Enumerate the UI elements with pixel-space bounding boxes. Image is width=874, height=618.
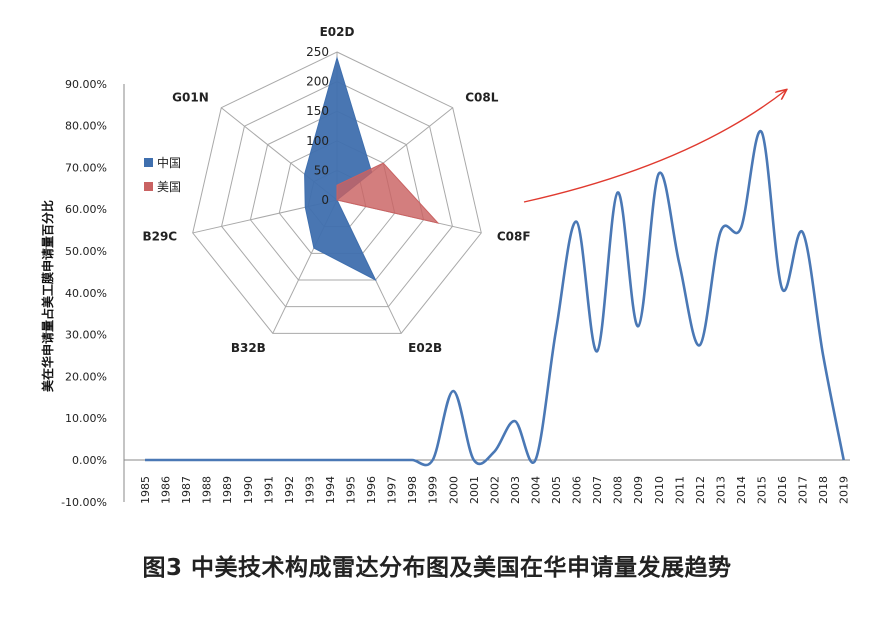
x-tick-label: 2015 [756,476,769,504]
radar-axis-labels: E02D C08L C08F E02B B32B B29C G01N [142,25,530,355]
x-tick-label: 1990 [242,476,255,504]
trend-arrow [523,90,786,203]
y-tick-label: 20.00% [65,370,107,383]
y-tick-label: 10.00% [65,412,107,425]
figure-caption: 图3 中美技术构成雷达分布图及美国在华申请量发展趋势 [142,555,732,581]
radar-ring [192,51,482,334]
x-tick-label: 1992 [283,476,296,504]
radar-r-tick-label: 100 [306,134,329,148]
x-tick-label: 1999 [427,476,440,504]
radar-series-usa [336,162,440,224]
legend-label-china: 中国 [157,155,181,170]
x-tick-label: 2002 [488,476,501,504]
radar-axis-label: C08L [465,91,499,105]
radar-r-tick-label: 150 [306,104,329,118]
y-tick-label: 90.00% [65,78,107,91]
y-axis-label: 美在华申请量占美工膜申请量百分比 [40,200,55,392]
radar-r-tick-label: 200 [306,75,329,89]
x-tick-label: 2009 [632,476,645,504]
y-tick-label: 60.00% [65,203,107,216]
x-tick-label: 1993 [303,476,316,504]
x-tick-label: 1987 [180,476,193,504]
x-tick-label: 2003 [509,476,522,504]
radar-ring [221,81,453,308]
x-tick-label: 1988 [201,476,214,504]
x-tick-label: 1989 [221,476,234,504]
radar-axis-label: E02D [320,25,355,39]
x-tick-label: 2006 [571,476,584,504]
x-tick-label: 1991 [262,476,275,504]
x-tick-label: 2017 [797,476,810,504]
line-chart: 90.00% 80.00% 70.00% 60.00% 50.00% 40.00% 30.0… [40,78,851,509]
x-tick-label: 1996 [365,476,378,504]
x-tick-label: 1994 [324,476,337,504]
x-tick-label: 2012 [694,476,707,504]
radar-r-tick-label: 250 [306,45,329,59]
radar-r-tick-label: 0 [321,193,329,207]
radar-axis-label: C08F [497,229,531,243]
x-tick-label: 2005 [550,476,563,504]
x-tick-label: 2013 [714,476,727,504]
legend-swatch-usa [144,182,153,191]
x-tick-label: 1995 [345,476,358,504]
legend-swatch-china [144,158,153,167]
x-tick-label: 1986 [160,476,173,504]
y-tick-label: 30.00% [65,329,107,342]
radar-axis-label: E02B [408,341,442,355]
x-tick-label: 2018 [817,476,830,504]
x-tick-label: 1998 [406,476,419,504]
x-tick-labels: 1985 1986 1987 1988 1989 1990 1991 1992 1993 1994… [139,476,851,504]
y-tick-label: 0.00% [72,454,107,467]
radar-legend: 中国 美国 [144,155,181,194]
x-tick-label: 2001 [468,476,481,504]
radar-r-ticks: 0 50 100 150 200 250 [306,45,329,207]
x-tick-label: 2014 [735,476,748,504]
radar-axis-label: G01N [172,91,209,105]
y-tick-label: 40.00% [65,287,107,300]
radar-r-tick-label: 50 [314,163,329,177]
series-line [144,130,845,467]
y-tick-label: -10.00% [61,496,107,509]
legend-label-usa: 美国 [157,180,181,194]
radar-series [304,56,440,282]
x-tick-label: 2008 [612,476,625,504]
y-tick-label: 50.00% [65,245,107,258]
x-tick-label: 2019 [838,476,851,504]
y-tick-label: 80.00% [65,120,107,133]
x-tick-label: 2016 [776,476,789,504]
x-tick-label: 2004 [529,476,542,504]
radar-chart: E02D C08L C08F E02B B32B B29C G01N 0 50 100 150 20… [142,25,530,355]
y-tick-labels: 90.00% 80.00% 70.00% 60.00% 50.00% 40.00% 30.0… [61,78,107,509]
y-tick-label: 70.00% [65,161,107,174]
radar-axis-label: B29C [142,229,177,243]
x-tick-label: 2000 [447,476,460,504]
x-tick-label: 1997 [386,476,399,504]
x-tick-label: 2010 [653,476,666,504]
x-tick-label: 2011 [673,476,686,504]
radar-axis-label: B32B [231,341,266,355]
x-tick-label: 2007 [591,476,604,504]
radar-ring [249,110,425,281]
x-tick-label: 1985 [139,476,152,504]
